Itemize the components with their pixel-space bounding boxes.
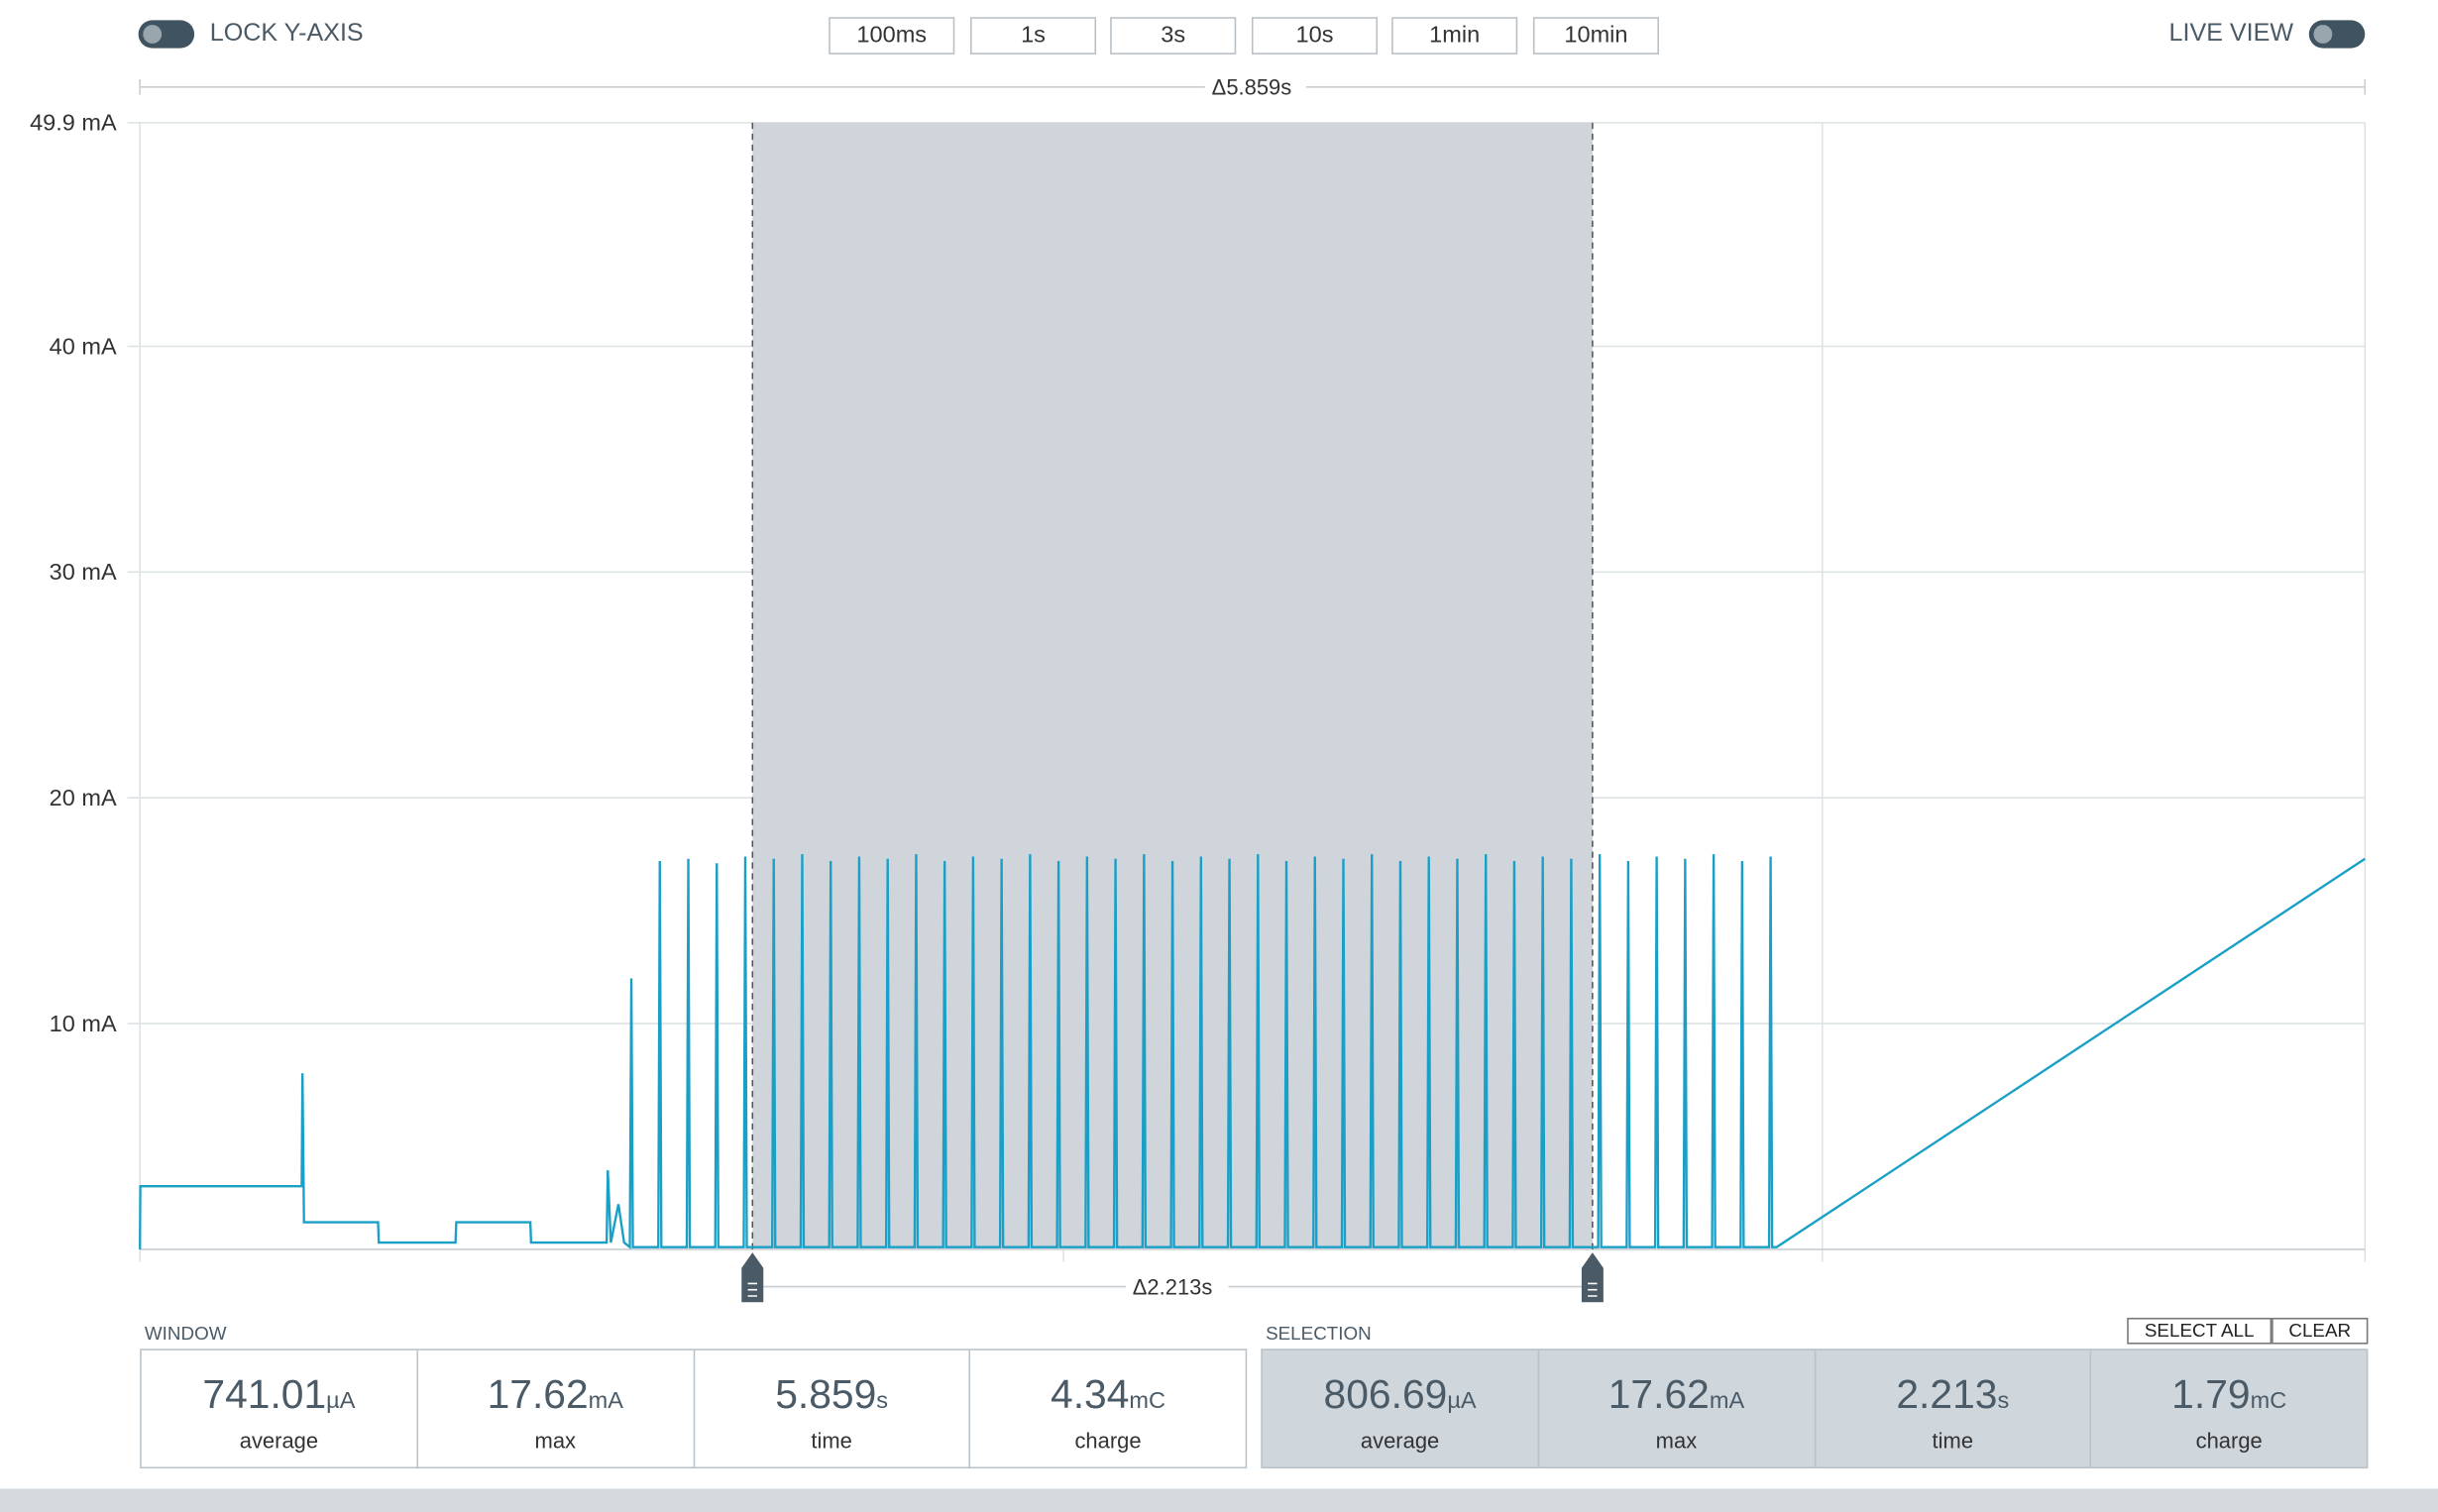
stat-unit: µA	[326, 1387, 356, 1415]
stat-unit: mA	[588, 1387, 623, 1415]
stat-value: 2.213	[1896, 1370, 1998, 1418]
stat-cell: 2.213s time	[1816, 1350, 2092, 1467]
select-all-button[interactable]: SELECT ALL	[2127, 1317, 2272, 1345]
clear-button[interactable]: CLEAR	[2272, 1317, 2369, 1345]
y-tick-label: 49.9 mA	[30, 110, 117, 136]
stat-value: 1.79	[2171, 1370, 2251, 1418]
window-stats: 741.01µA average 17.62mA max 5.859s time 4.34m…	[140, 1349, 1248, 1469]
stat-value: 4.34	[1051, 1370, 1130, 1418]
stat-value-line: 5.859s	[695, 1370, 969, 1419]
stat-cell: 4.34mC charge	[970, 1350, 1245, 1467]
y-tick-label: 10 mA	[50, 1011, 117, 1036]
stat-value-line: 4.34mC	[970, 1370, 1245, 1419]
zoom-button[interactable]: 1min	[1391, 17, 1518, 54]
zoom-button[interactable]: 100ms	[829, 17, 955, 54]
stat-label: charge	[2195, 1428, 2263, 1454]
stat-value: 17.62	[487, 1370, 589, 1418]
zoom-button[interactable]: 10s	[1251, 17, 1379, 54]
footer-bar	[0, 1488, 2438, 1512]
current-trace	[139, 854, 2366, 1250]
stat-unit: mA	[1709, 1387, 1745, 1415]
window-title: WINDOW	[144, 1322, 227, 1345]
stat-label: average	[1360, 1428, 1440, 1454]
stat-label: max	[1655, 1428, 1698, 1454]
y-tick-label: 40 mA	[50, 333, 117, 359]
stat-value-line: 2.213s	[1816, 1370, 2090, 1419]
stat-label: max	[534, 1428, 577, 1454]
stat-cell: 1.79mC charge	[2092, 1350, 2367, 1467]
stat-cell: 17.62mA max	[1539, 1350, 1816, 1467]
stat-label: average	[239, 1428, 319, 1454]
stat-value-line: 17.62mA	[418, 1370, 693, 1419]
stat-unit: mC	[2250, 1387, 2287, 1415]
stat-label: time	[1932, 1428, 1974, 1454]
stat-label: charge	[1074, 1428, 1142, 1454]
stat-unit: s	[876, 1387, 889, 1415]
stat-cell: 5.859s time	[695, 1350, 971, 1467]
stat-cell: 806.69µA average	[1263, 1350, 1539, 1467]
stat-unit: s	[1997, 1387, 2010, 1415]
live-label: LIVE VIEW	[2168, 20, 2294, 48]
lock-toggle[interactable]	[138, 20, 195, 49]
zoom-button[interactable]: 3s	[1110, 17, 1237, 54]
stat-value: 5.859	[775, 1370, 877, 1418]
chart: 10 mA 20 mA 30 mA 40 mA 49.9 mA Δ5.859s Δ2.213…	[30, 75, 2367, 1303]
stat-value-line: 17.62mA	[1539, 1370, 1814, 1419]
selection-handle[interactable]	[1581, 1252, 1604, 1303]
handle-body	[741, 1252, 764, 1303]
handle-body	[1581, 1252, 1604, 1303]
stat-value-line: 741.01µA	[142, 1370, 416, 1419]
stat-value-line: 1.79mC	[2092, 1370, 2367, 1419]
y-tick-label: 30 mA	[50, 559, 117, 585]
window-delta: Δ5.859s	[1212, 75, 1292, 100]
selection-handle[interactable]	[741, 1252, 764, 1303]
y-tick-label: 20 mA	[50, 785, 117, 810]
zoom-button[interactable]: 10min	[1532, 17, 1659, 54]
stat-label: time	[811, 1428, 852, 1454]
stat-value: 741.01	[202, 1370, 327, 1418]
live-toggle[interactable]	[2308, 20, 2366, 49]
selection-title: SELECTION	[1266, 1322, 1372, 1345]
stat-value-line: 806.69µA	[1263, 1370, 1537, 1419]
selection-stats: 806.69µA average 17.62mA max 2.213s time 1.79m…	[1261, 1349, 2369, 1469]
stat-value: 17.62	[1607, 1370, 1710, 1418]
stat-unit: µA	[1447, 1387, 1477, 1415]
stat-value: 806.69	[1323, 1370, 1448, 1418]
stat-cell: 741.01µA average	[142, 1350, 418, 1467]
zoom-button[interactable]: 1s	[969, 17, 1097, 54]
stat-unit: mC	[1129, 1387, 1166, 1415]
stat-cell: 17.62mA max	[418, 1350, 695, 1467]
selection-delta: Δ2.213s	[1133, 1274, 1213, 1299]
lock-label: LOCK Y-AXIS	[209, 20, 364, 48]
